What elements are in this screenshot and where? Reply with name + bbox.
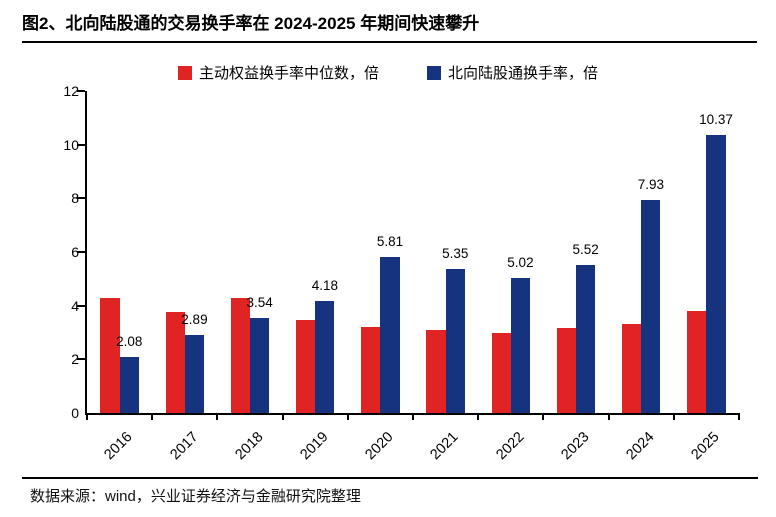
bar-northbound-turnover-2025 <box>706 134 726 413</box>
bar-value-label: 2.89 <box>181 312 208 328</box>
y-axis-tick-label: 6 <box>71 244 79 260</box>
x-axis-tick <box>412 413 414 420</box>
x-axis-tick <box>738 413 740 420</box>
legend-label-active-equity: 主动权益换手率中位数，倍 <box>198 65 379 82</box>
bar-value-label: 5.52 <box>572 241 599 257</box>
y-axis-tick-label: 2 <box>71 351 79 368</box>
x-axis-tick <box>86 413 88 420</box>
bar-active-equity-median-turnover-2021 <box>426 330 446 413</box>
x-axis-label: 2025 <box>688 429 723 464</box>
bar-value-label: 4.18 <box>311 277 338 293</box>
y-axis-tick-label: 8 <box>71 190 79 207</box>
bar-value-label: 10.37 <box>699 111 733 127</box>
bar-active-equity-median-turnover-2023 <box>556 328 576 413</box>
x-axis-label: 2016 <box>101 429 136 464</box>
y-axis-tick-label: 10 <box>63 136 79 153</box>
legend-swatch-blue-icon <box>427 65 441 80</box>
bar-northbound-turnover-2018 <box>250 318 270 413</box>
chart-title: 图2、北向陆股通的交易换手率在 2024-2025 年期间快速攀升 <box>22 14 480 33</box>
bar-northbound-turnover-2022 <box>510 278 531 413</box>
bar-northbound-turnover-2019 <box>315 300 335 413</box>
bar-active-equity-median-turnover-2025 <box>687 311 707 413</box>
data-source-note: 数据来源：wind，兴业证券经济与金融研究院整理 <box>30 488 361 505</box>
x-axis-label: 2021 <box>427 429 462 464</box>
bar-value-label: 2.08 <box>116 334 143 350</box>
bar-active-equity-median-turnover-2016 <box>100 297 120 413</box>
bar-value-label: 5.81 <box>376 234 404 250</box>
bar-value-label: 5.35 <box>442 246 469 262</box>
bar-active-equity-median-turnover-2022 <box>491 332 511 413</box>
title-divider <box>22 41 757 43</box>
x-axis-tick <box>672 413 675 420</box>
plot-area: 0 2 4 6 8 10 12 2.08 2016 2.89 2017 3.54 2018 4.18 201… <box>63 84 740 463</box>
x-axis-tick <box>477 413 480 420</box>
y-axis-tick <box>77 197 85 200</box>
chart-legend: 主动权益换手率中位数，倍 北向陆股通换手率，倍 <box>0 62 776 83</box>
y-axis-tick <box>77 358 85 361</box>
x-axis-label: 2019 <box>297 429 332 464</box>
bar-northbound-turnover-2023 <box>576 264 596 413</box>
legend-item-northbound: 北向陆股通换手率，倍 <box>427 62 598 83</box>
y-axis-tick-label: 0 <box>71 405 79 421</box>
y-axis-tick <box>77 90 85 92</box>
bar-active-equity-median-turnover-2019 <box>295 320 316 413</box>
y-axis-tick <box>77 251 85 253</box>
x-axis-label: 2020 <box>362 429 397 464</box>
bar-value-label: 3.54 <box>246 295 273 311</box>
x-axis-label: 2018 <box>232 429 267 464</box>
bar-active-equity-median-turnover-2024 <box>621 323 642 413</box>
footer-divider <box>22 477 758 479</box>
legend-label-northbound: 北向陆股通换手率，倍 <box>448 65 599 82</box>
bar-value-label: 5.02 <box>507 255 534 271</box>
y-axis-tick-label: 4 <box>71 297 79 314</box>
legend-item-active-equity: 主动权益换手率中位数，倍 <box>177 62 379 83</box>
x-axis-label: 2024 <box>623 429 658 464</box>
x-axis-label: 2017 <box>166 429 202 464</box>
bar-active-equity-median-turnover-2017 <box>165 312 185 413</box>
x-axis-label: 2023 <box>558 429 593 464</box>
bar-northbound-turnover-2017 <box>184 335 205 413</box>
legend-swatch-red-icon <box>177 65 192 80</box>
bar-active-equity-median-turnover-2020 <box>361 326 381 413</box>
x-axis-tick <box>346 413 349 420</box>
x-axis-tick <box>281 413 284 420</box>
bar-northbound-turnover-2020 <box>380 257 400 413</box>
bar-northbound-turnover-2024 <box>641 200 661 413</box>
x-axis-tick <box>151 413 154 420</box>
y-axis-tick <box>77 143 85 146</box>
bar-northbound-turnover-2021 <box>445 269 465 413</box>
x-axis-label: 2022 <box>492 429 528 464</box>
bar-value-label: 7.93 <box>637 177 664 193</box>
bar-northbound-turnover-2016 <box>119 357 139 413</box>
y-axis-tick <box>77 304 85 307</box>
x-axis-tick <box>542 413 545 420</box>
x-axis-tick <box>216 413 219 420</box>
bar-active-equity-median-turnover-2018 <box>230 298 250 413</box>
y-axis-tick-label: 12 <box>63 83 79 99</box>
x-axis-tick <box>607 413 610 420</box>
